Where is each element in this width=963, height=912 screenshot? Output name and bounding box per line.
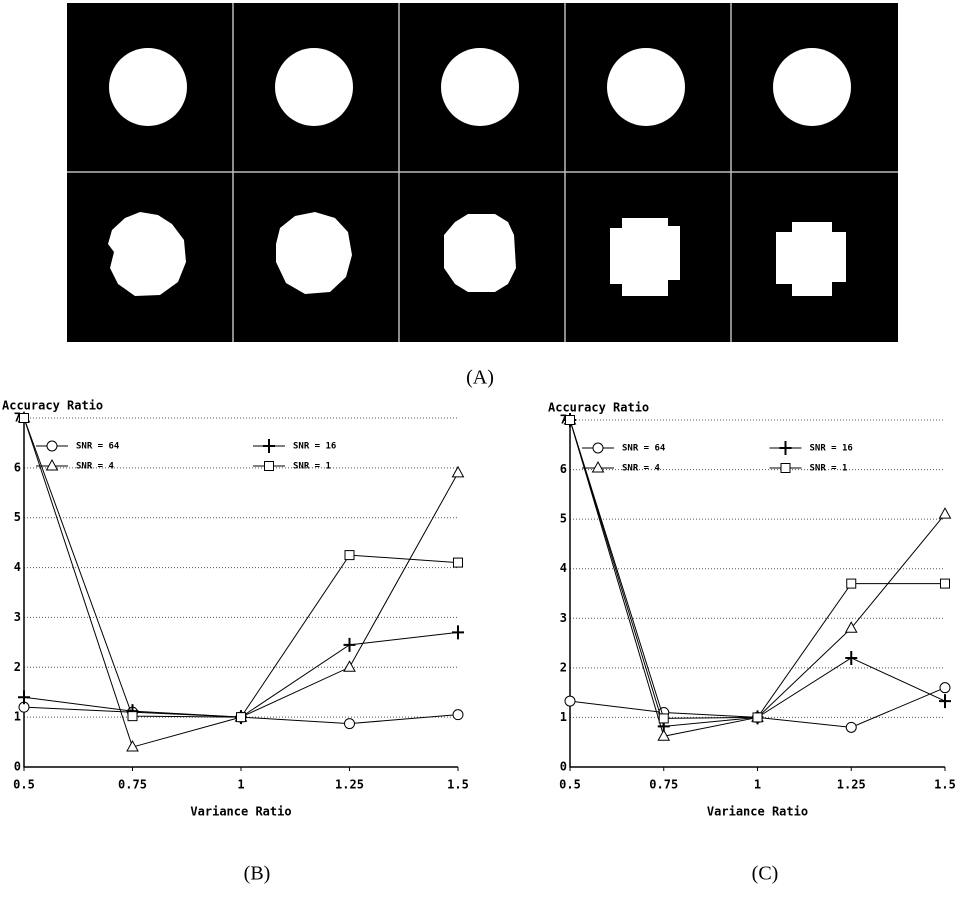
y-tick-label: 5 [560, 512, 567, 526]
marker-square [265, 462, 274, 471]
x-tick-label: 0.5 [559, 778, 581, 792]
legend-label: SNR = 64 [622, 444, 666, 454]
y-axis-title: Accuracy Ratio [548, 401, 649, 415]
y-tick-label: 6 [560, 462, 567, 476]
y-tick-label: 2 [14, 660, 21, 674]
y-tick-label: 4 [14, 560, 21, 574]
legend-label: SNR = 16 [293, 442, 336, 452]
marker-circle [593, 443, 603, 453]
marker-cross [780, 441, 792, 455]
marker-circle [345, 719, 355, 729]
marker-square [566, 416, 575, 425]
marker-circle [565, 696, 575, 706]
x-axis-title: Variance Ratio [190, 805, 291, 819]
marker-cross [344, 638, 356, 652]
x-axis-title: Variance Ratio [707, 805, 808, 819]
x-tick-label: 1.25 [837, 778, 866, 792]
marker-circle [453, 710, 463, 720]
legend-label: SNR = 1 [810, 464, 848, 474]
marker-circle [846, 722, 856, 732]
legend-label: SNR = 64 [76, 442, 120, 452]
marker-square [20, 414, 29, 423]
marker-square [345, 551, 354, 560]
marker-square [454, 558, 463, 567]
marker-square [128, 712, 137, 721]
panel-label: (A) [466, 367, 494, 389]
marker-cross [263, 439, 275, 453]
marker-triangle [453, 467, 464, 477]
y-tick-label: 3 [560, 611, 567, 625]
panel-label: (C) [752, 863, 779, 885]
y-tick-label: 4 [560, 561, 567, 575]
y-tick-label: 3 [14, 610, 21, 624]
y-tick-label: 1 [14, 710, 21, 724]
series-line [24, 632, 458, 717]
y-tick-label: 0 [560, 760, 567, 774]
x-tick-label: 1 [754, 778, 761, 792]
marker-circle [47, 441, 57, 451]
marker-cross [452, 625, 464, 639]
marker-triangle [344, 661, 355, 671]
y-tick-label: 1 [560, 710, 567, 724]
marker-cross [845, 651, 857, 665]
x-tick-label: 1.25 [335, 778, 364, 792]
marker-circle [940, 683, 950, 693]
legend-label: SNR = 16 [810, 444, 853, 454]
marker-cross [939, 694, 951, 708]
panel-label: (B) [244, 863, 271, 885]
page: {"figure": {"panel_a_label": "(A)"}, "ch… [0, 0, 963, 908]
marker-square [237, 713, 246, 722]
marker-square [659, 714, 668, 723]
figure: (A) 012345670.50.7511.251.5Accuracy Rati… [0, 0, 963, 908]
segmentation-panel [67, 3, 898, 342]
marker-square [753, 713, 762, 722]
marker-triangle [47, 460, 58, 470]
marker-square [781, 464, 790, 473]
x-tick-label: 1 [237, 778, 244, 792]
y-tick-label: 6 [14, 460, 21, 474]
legend-label: SNR = 1 [293, 462, 331, 472]
x-tick-label: 0.75 [118, 778, 147, 792]
marker-square [847, 579, 856, 588]
legend-label: SNR = 4 [622, 464, 661, 474]
y-tick-label: 5 [14, 510, 21, 524]
x-tick-label: 0.75 [649, 778, 678, 792]
marker-triangle [593, 462, 604, 472]
x-tick-label: 1.5 [934, 778, 956, 792]
marker-triangle [940, 508, 951, 518]
marker-square [941, 579, 950, 588]
y-axis-title: Accuracy Ratio [2, 399, 103, 413]
y-tick-label: 0 [14, 760, 21, 774]
x-tick-label: 0.5 [13, 778, 35, 792]
y-tick-label: 2 [560, 660, 567, 674]
x-tick-label: 1.5 [447, 778, 469, 792]
marker-cross [18, 690, 30, 704]
legend-label: SNR = 4 [76, 462, 115, 472]
